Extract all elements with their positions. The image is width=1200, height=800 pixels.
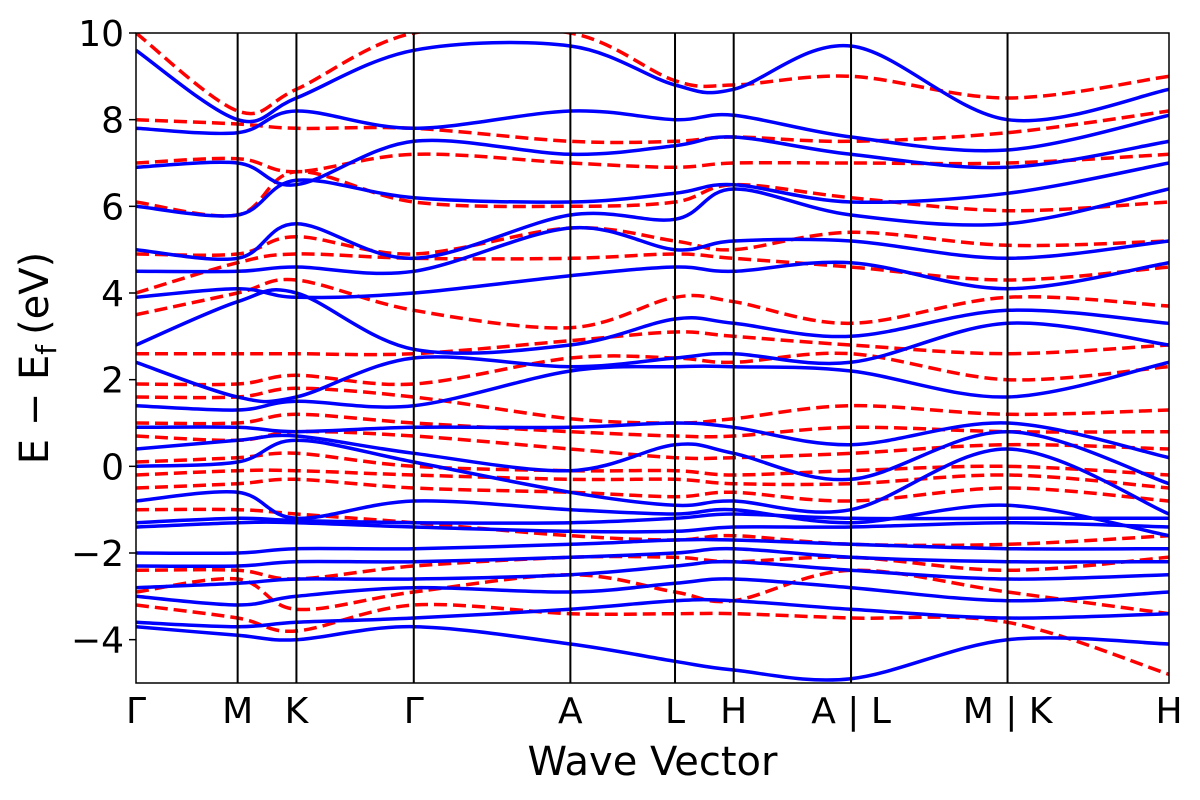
plot-frame	[135, 32, 1170, 684]
y-axis-ticks: −4 −2 0 2 4 6 8 10	[71, 14, 136, 662]
dashed-band-17	[136, 109, 1169, 145]
solid-band-4	[136, 546, 1169, 569]
solid-band-11	[136, 421, 1169, 460]
y-tick-label: 0	[101, 447, 124, 488]
solid-band-8	[136, 490, 1169, 538]
x-axis-title: Wave Vector	[528, 739, 779, 785]
bands-layer	[136, 33, 1169, 682]
y-tick-label: 2	[101, 361, 124, 402]
solid-band-20	[136, 109, 1169, 153]
dashed-band-9	[136, 386, 1169, 425]
high-symmetry-lines	[236, 33, 1009, 683]
solid-band-0	[136, 624, 1169, 682]
solid-band-6	[136, 520, 1169, 534]
y-tick-label: 8	[101, 101, 124, 142]
solid-band-7	[136, 512, 1169, 525]
y-axis-title: E − Ef (eV)	[12, 252, 63, 465]
dashed-band-10	[136, 351, 1169, 387]
x-tick-label: M	[222, 691, 253, 732]
solid-band-21	[136, 40, 1169, 124]
y-axis-title-unit: (eV)	[12, 252, 58, 335]
solid-band-1	[136, 597, 1169, 629]
dashed-band-5	[136, 468, 1169, 490]
x-tick-label: L	[665, 691, 685, 732]
dashed-band-6	[136, 451, 1169, 477]
dashed-band-4	[136, 477, 1169, 503]
solid-band-15	[136, 260, 1169, 300]
solid-band-12	[136, 360, 1169, 412]
dashed-band-12	[136, 277, 1169, 330]
dashed-band-13	[136, 252, 1169, 295]
solid-band-18	[136, 161, 1169, 218]
solid-band-2	[136, 577, 1169, 607]
solid-band-3	[136, 559, 1169, 590]
y-tick-label: 4	[101, 274, 124, 315]
solid-band-10	[136, 429, 1169, 486]
y-axis-title-subscript: f	[30, 344, 63, 355]
y-tick-label: 6	[101, 187, 124, 228]
solid-band-19	[136, 135, 1169, 187]
solid-band-5	[136, 537, 1169, 556]
x-tick-label: H	[1155, 691, 1182, 732]
dashed-band-15	[136, 169, 1169, 218]
solid-band-9	[136, 438, 1169, 516]
dashed-band-14	[136, 225, 1169, 258]
dashed-band-8	[136, 412, 1169, 439]
dashed-band-18	[136, 33, 1169, 116]
x-tick-label: H	[720, 691, 747, 732]
x-tick-label: Γ	[126, 691, 146, 732]
solid-band-14	[136, 288, 1169, 355]
x-tick-label: Γ	[404, 691, 424, 732]
dashed-band-16	[136, 152, 1169, 174]
y-tick-label: −2	[71, 534, 124, 575]
x-tick-label: A	[558, 691, 583, 732]
solid-band-13	[136, 321, 1169, 404]
y-axis-title-main: E − E	[12, 355, 58, 465]
dashed-band-11	[136, 330, 1169, 357]
x-tick-label: K	[285, 691, 310, 732]
x-tick-label: M | K	[963, 691, 1054, 732]
y-tick-label: −4	[71, 621, 124, 662]
dashed-band-1	[136, 568, 1169, 616]
x-tick-label: A | L	[811, 691, 891, 732]
y-tick-label: 10	[78, 14, 124, 55]
solid-band-17	[136, 187, 1169, 262]
solid-band-16	[136, 225, 1169, 276]
